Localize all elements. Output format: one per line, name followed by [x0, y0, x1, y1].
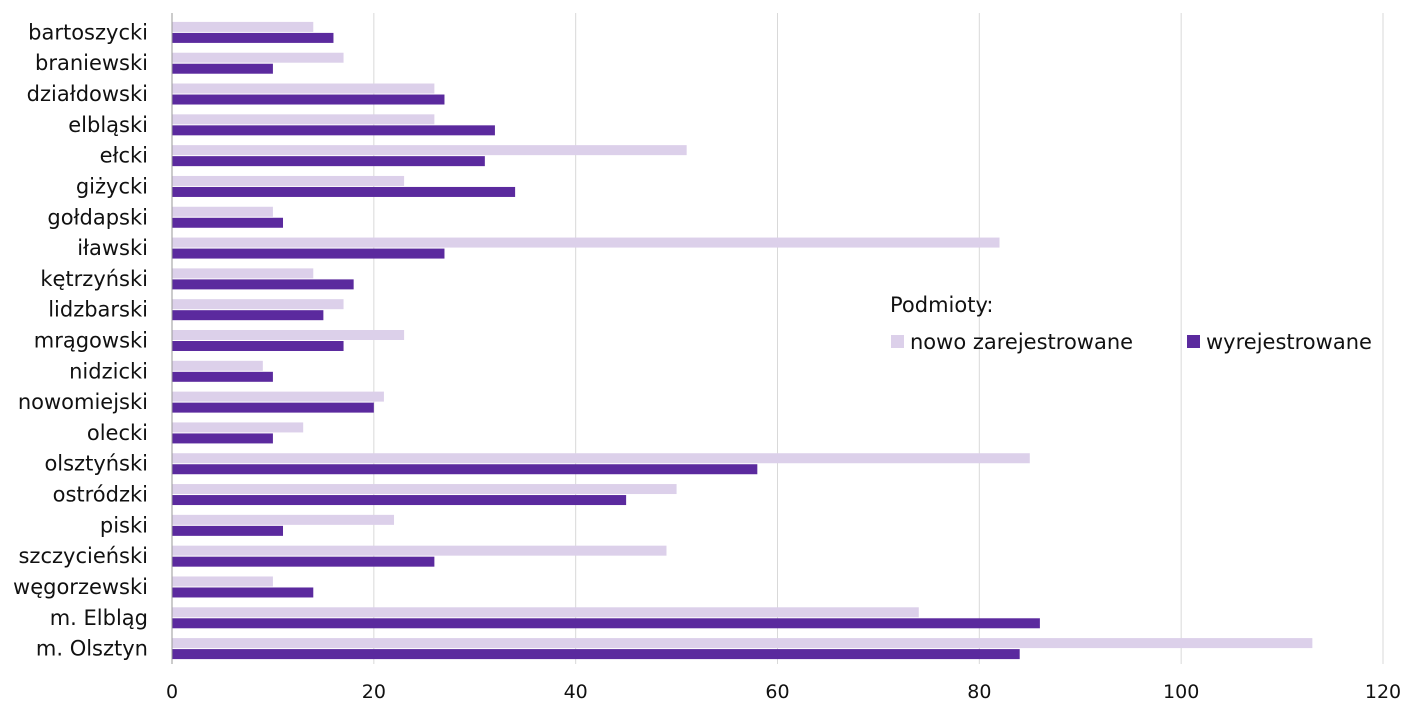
bar-nowo-zarejestrowane	[172, 576, 273, 587]
bar-wyrejestrowane	[172, 279, 354, 290]
category-label: m. Elbląg	[50, 606, 148, 630]
bar-wyrejestrowane	[172, 94, 445, 105]
category-label: ełcki	[100, 144, 148, 168]
bar-nowo-zarejestrowane	[172, 484, 677, 495]
bar-nowo-zarejestrowane	[172, 360, 263, 371]
bar-wyrejestrowane	[172, 525, 284, 536]
bar-nowo-zarejestrowane	[172, 607, 919, 618]
category-labels: bartoszycki braniewski działdowski elbląski…	[13, 20, 148, 660]
category-label: kętrzyński	[40, 267, 148, 291]
legend-label-nowo-zarejestrowane: nowo zarejestrowane	[910, 330, 1133, 354]
bar-nowo-zarejestrowane	[172, 206, 273, 217]
bar-wyrejestrowane	[172, 186, 516, 197]
bar-nowo-zarejestrowane	[172, 52, 344, 63]
bars	[172, 21, 1313, 660]
bar-wyrejestrowane	[172, 587, 314, 598]
legend-swatch-wyrejestrowane	[1187, 335, 1200, 348]
bar-wyrejestrowane	[172, 402, 374, 413]
x-tick-label: 100	[1163, 681, 1199, 702]
bar-wyrejestrowane	[172, 156, 485, 167]
bar-nowo-zarejestrowane	[172, 422, 304, 433]
x-tick-label: 60	[765, 681, 789, 702]
bar-wyrejestrowane	[172, 341, 344, 351]
legend-swatch-nowo-zarejestrowane	[891, 335, 904, 348]
bar-nowo-zarejestrowane	[172, 175, 405, 186]
bar-wyrejestrowane	[172, 32, 334, 43]
bar-nowo-zarejestrowane	[172, 514, 395, 525]
bar-nowo-zarejestrowane	[172, 299, 344, 310]
bar-wyrejestrowane	[172, 63, 273, 74]
x-tick-label: 0	[166, 681, 178, 702]
bar-nowo-zarejestrowane	[172, 453, 1030, 464]
category-label: nidzicki	[69, 359, 148, 383]
x-tick-label: 40	[564, 681, 588, 702]
category-label: szczycieński	[18, 544, 148, 568]
bar-wyrejestrowane	[172, 433, 273, 444]
category-label: piski	[100, 513, 148, 537]
bar-wyrejestrowane	[172, 125, 495, 136]
category-label: mrągowski	[34, 329, 148, 353]
legend: Podmioty: nowo zarejestrowane wyrejestro…	[890, 293, 1372, 354]
bar-nowo-zarejestrowane	[172, 145, 687, 156]
category-label: ostródzki	[53, 483, 148, 507]
bar-wyrejestrowane	[172, 556, 435, 567]
category-label: m. Olsztyn	[36, 637, 148, 661]
category-label: działdowski	[27, 82, 148, 106]
bar-nowo-zarejestrowane	[172, 83, 435, 94]
bar-nowo-zarejestrowane	[172, 268, 314, 279]
bar-wyrejestrowane	[172, 618, 1040, 629]
bar-nowo-zarejestrowane	[172, 237, 1000, 248]
category-label: olsztyński	[44, 452, 148, 476]
x-tick-label: 120	[1365, 681, 1401, 702]
x-tick-label: 80	[967, 681, 991, 702]
bar-wyrejestrowane	[172, 248, 445, 259]
x-tick-labels: 0 20 40 60 80 100 120	[166, 681, 1401, 702]
bar-nowo-zarejestrowane	[172, 638, 1313, 649]
legend-title: Podmioty:	[890, 293, 993, 317]
bar-nowo-zarejestrowane	[172, 21, 314, 32]
bar-wyrejestrowane	[172, 217, 284, 228]
bar-nowo-zarejestrowane	[172, 545, 667, 556]
bar-nowo-zarejestrowane	[172, 114, 435, 125]
category-label: gołdapski	[47, 205, 148, 229]
category-label: elbląski	[68, 113, 148, 137]
category-label: iławski	[77, 236, 148, 260]
category-label: giżycki	[76, 174, 148, 198]
bar-wyrejestrowane	[172, 495, 627, 506]
category-label: bartoszycki	[28, 20, 148, 44]
bar-wyrejestrowane	[172, 649, 1020, 660]
category-label: braniewski	[35, 51, 148, 75]
bar-wyrejestrowane	[172, 310, 324, 321]
category-label: lidzbarski	[48, 298, 148, 322]
category-label: olecki	[87, 421, 148, 445]
bar-wyrejestrowane	[172, 371, 273, 382]
category-label: nowomiejski	[18, 390, 148, 414]
x-tick-label: 20	[362, 681, 386, 702]
bar-nowo-zarejestrowane	[172, 391, 384, 402]
category-label: węgorzewski	[13, 575, 148, 599]
legend-label-wyrejestrowane: wyrejestrowane	[1206, 330, 1372, 354]
bar-nowo-zarejestrowane	[172, 330, 405, 340]
bar-wyrejestrowane	[172, 464, 758, 475]
